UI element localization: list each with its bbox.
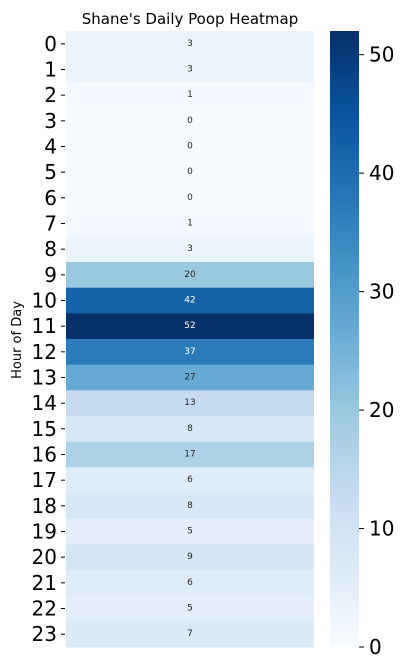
colorbar-tick-label: 20 <box>369 398 394 422</box>
heatmap-cell <box>66 570 314 597</box>
colorbar: 0 10 20 30 40 50 <box>330 31 394 659</box>
cell-value-label: 8 <box>187 501 193 511</box>
y-tick-label: 8 <box>44 237 57 261</box>
heatmap-cell <box>66 82 314 109</box>
cell-value-label: 3 <box>187 65 193 75</box>
cell-value-label: 0 <box>187 167 193 177</box>
y-tick-label: 21 <box>32 571 57 595</box>
y-axis-label: Hour of Day <box>10 301 25 379</box>
heatmap-cell <box>66 210 314 237</box>
heatmap-cell <box>66 339 314 366</box>
cell-value-label: 0 <box>187 116 193 126</box>
heatmap-cell <box>66 133 314 160</box>
cell-value-label: 0 <box>187 142 193 152</box>
heatmap-cell <box>66 31 314 58</box>
cell-value-label: 6 <box>187 475 193 485</box>
y-tick-label: 23 <box>32 622 57 646</box>
heatmap-cell <box>66 56 314 83</box>
cell-value-label: 27 <box>184 373 195 383</box>
heatmap-cell <box>66 467 314 494</box>
y-tick-label: 22 <box>32 597 57 621</box>
cell-value-label: 7 <box>187 629 193 639</box>
y-tick-label: 6 <box>44 186 57 210</box>
heatmap-cell <box>66 493 314 520</box>
cell-value-label: 3 <box>187 39 193 49</box>
cell-value-label: 13 <box>184 398 195 408</box>
y-tick-label: 14 <box>32 391 57 415</box>
cell-value-label: 1 <box>187 219 193 229</box>
y-tick-label: 18 <box>32 494 57 518</box>
y-tick-label: 0 <box>44 32 57 56</box>
y-tick-label: 3 <box>44 109 57 133</box>
y-tick-label: 9 <box>44 263 57 287</box>
cell-value-label: 5 <box>187 527 193 537</box>
cell-value-label: 5 <box>187 604 193 614</box>
y-tick-label: 20 <box>32 545 57 569</box>
y-tick-label: 17 <box>32 468 57 492</box>
cell-value-label: 42 <box>184 296 195 306</box>
y-tick-label: 13 <box>32 366 57 390</box>
chart-title: Shane's Daily Poop Heatmap <box>82 10 298 28</box>
y-tick-label: 1 <box>44 58 57 82</box>
cell-value-label: 52 <box>184 321 195 331</box>
cell-value-label: 9 <box>187 552 193 562</box>
y-tick-label: 10 <box>32 289 57 313</box>
heatmap-cell <box>66 159 314 186</box>
y-tick-label: 5 <box>44 160 57 184</box>
colorbar-tick-label: 10 <box>369 517 394 541</box>
y-tick-label: 11 <box>32 314 57 338</box>
heatmap-cell <box>66 544 314 571</box>
cell-value-label: 37 <box>184 347 195 357</box>
heatmap-cell <box>66 390 314 417</box>
heatmap-cell <box>66 313 314 340</box>
colorbar-tick-label: 30 <box>369 280 394 304</box>
heatmap-cell <box>66 364 314 391</box>
heatmap-cell <box>66 262 314 289</box>
colorbar-gradient <box>330 31 359 647</box>
cell-value-label: 20 <box>184 270 196 280</box>
cell-value-label: 3 <box>187 244 193 254</box>
y-tick-label: 7 <box>44 212 57 236</box>
heatmap-cell <box>66 185 314 212</box>
colorbar-tick-label: 40 <box>369 161 394 185</box>
y-tick-label: 15 <box>32 417 57 441</box>
cell-value-label: 1 <box>187 90 193 100</box>
y-tick-label: 4 <box>44 135 57 159</box>
cell-value-label: 6 <box>187 578 193 588</box>
y-tick-label: 2 <box>44 83 57 107</box>
colorbar-tick-label: 50 <box>369 43 394 67</box>
heatmap-cell <box>66 287 314 314</box>
heatmap-cell <box>66 441 314 468</box>
cell-value-label: 0 <box>187 193 193 203</box>
heatmap-cell <box>66 621 314 648</box>
cell-value-label: 17 <box>184 450 195 460</box>
cell-value-label: 8 <box>187 424 193 434</box>
heatmap-cell <box>66 518 314 545</box>
y-tick-label: 19 <box>32 520 57 544</box>
heatmap-cell <box>66 236 314 263</box>
heatmap-cell <box>66 108 314 135</box>
heatmap-cell <box>66 595 314 622</box>
y-tick-label: 16 <box>32 443 57 467</box>
colorbar-tick-label: 0 <box>369 635 382 659</box>
y-tick-label: 12 <box>32 340 57 364</box>
heatmap-cells <box>66 31 314 648</box>
heatmap-cell <box>66 416 314 443</box>
